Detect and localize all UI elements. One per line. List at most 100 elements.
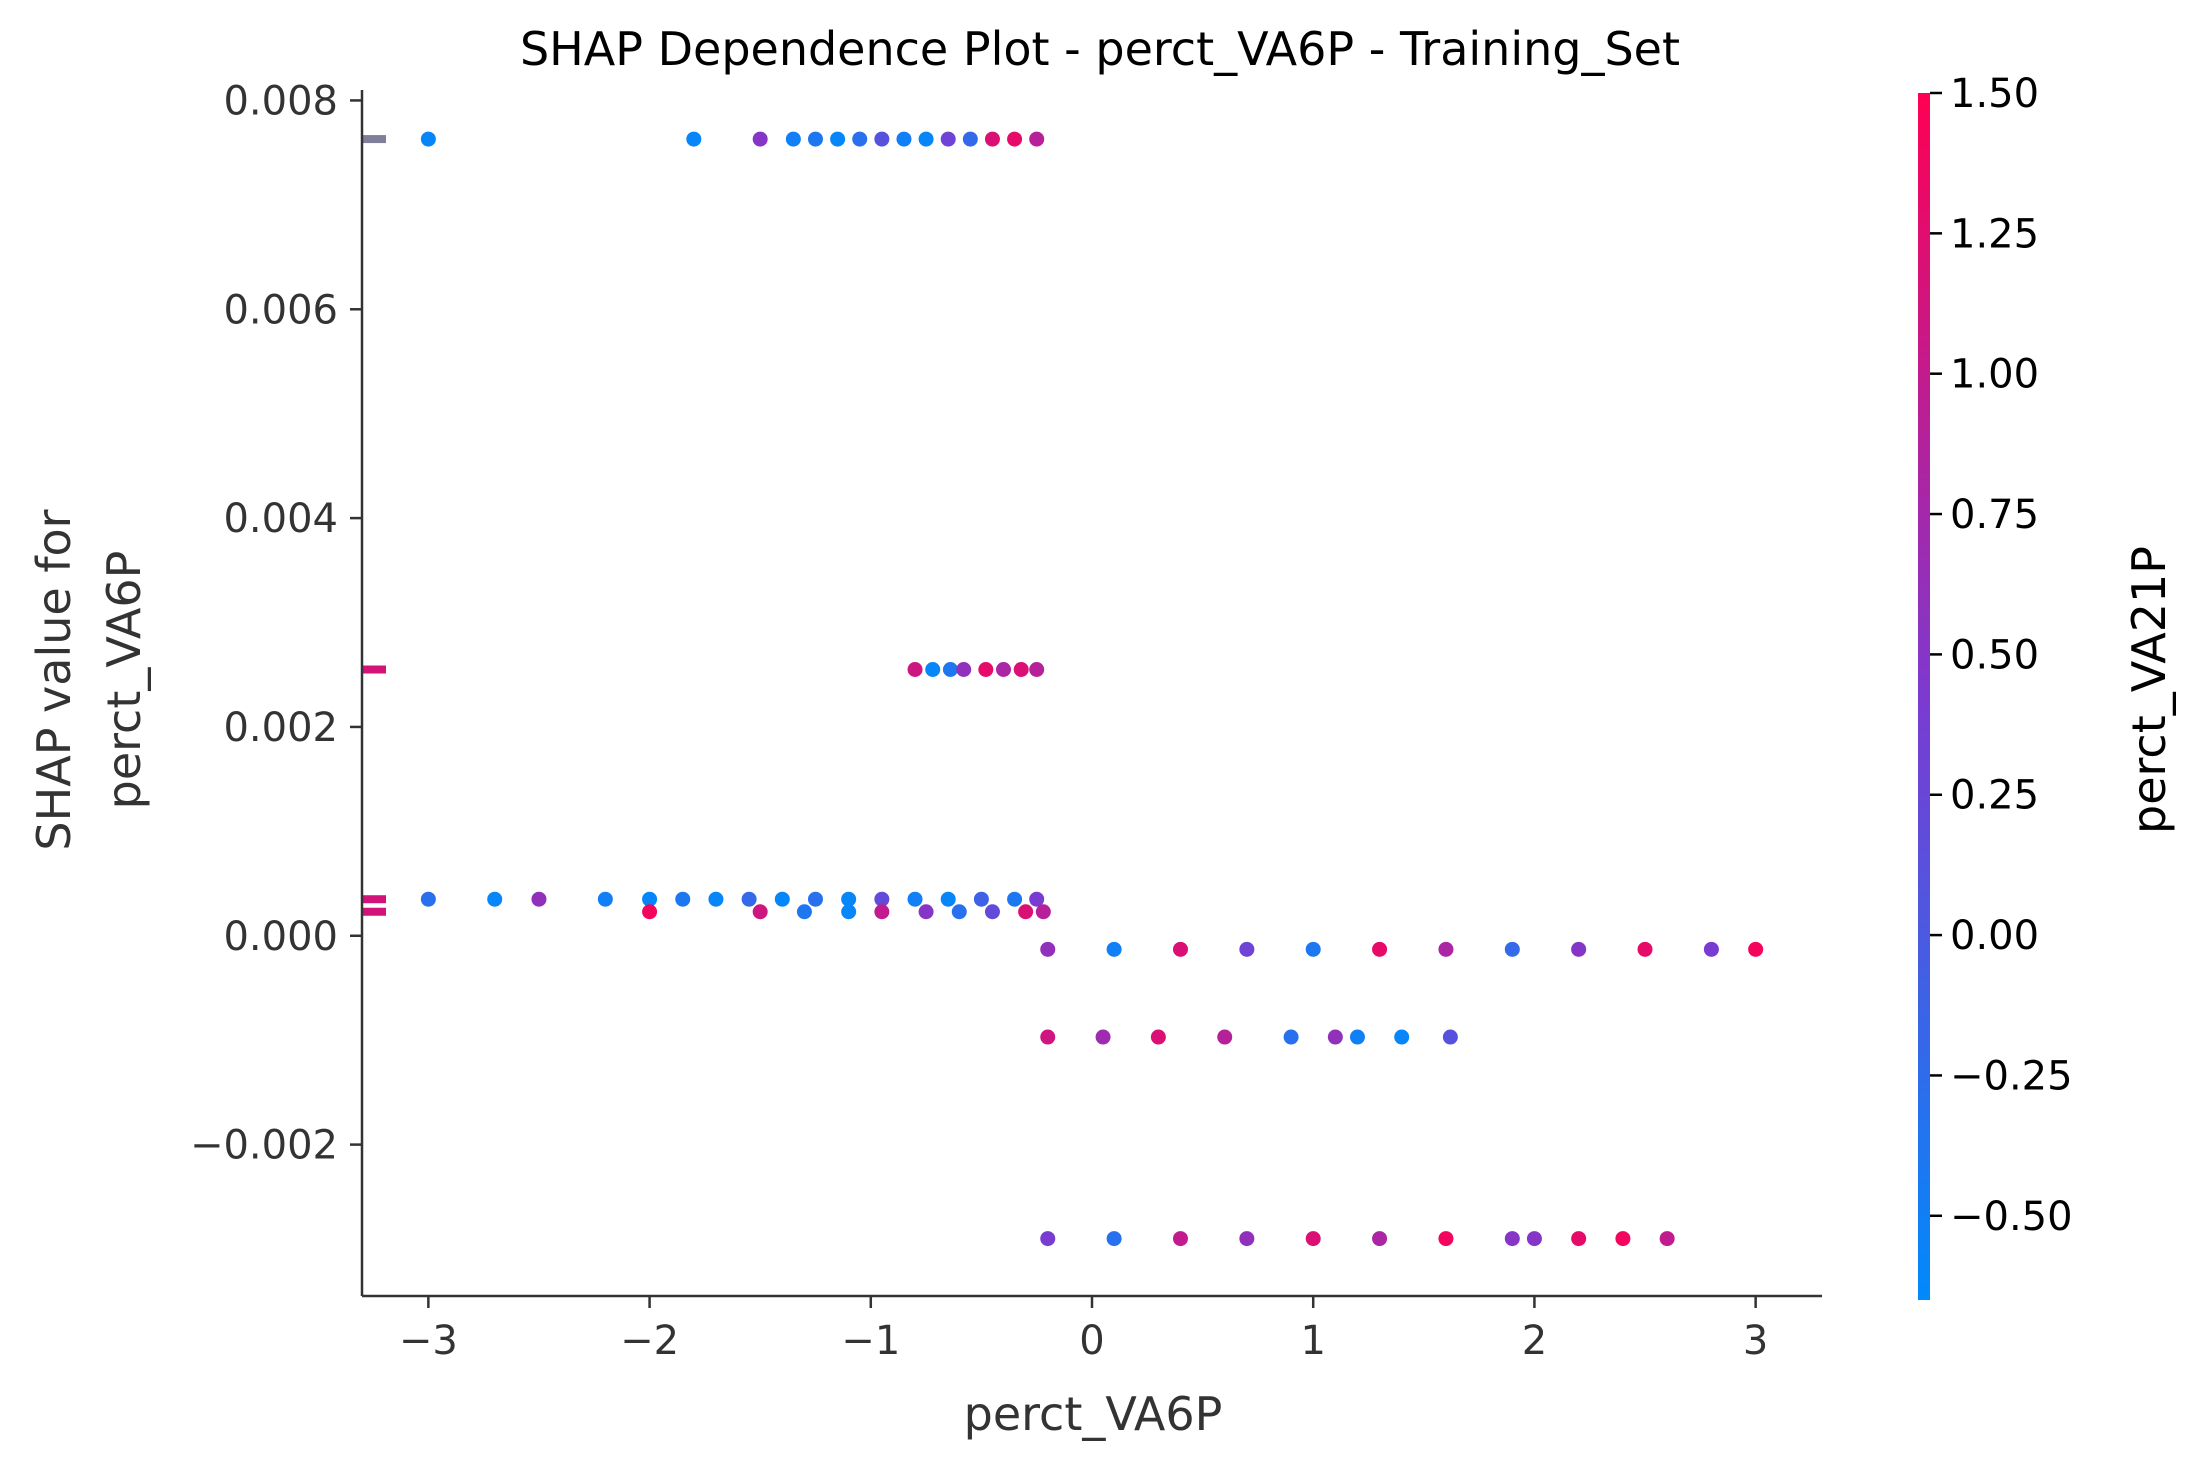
data-point	[973, 891, 989, 907]
data-point	[918, 904, 934, 920]
data-point	[675, 891, 691, 907]
data-point	[1217, 1029, 1233, 1045]
data-point	[1372, 1231, 1388, 1247]
data-point	[1394, 1029, 1410, 1045]
data-points	[420, 131, 1764, 1247]
data-point	[487, 891, 503, 907]
rug-mark	[362, 135, 386, 144]
colorbar-tick-label: 1.50	[1950, 71, 2039, 117]
data-point	[874, 904, 890, 920]
data-point	[708, 891, 724, 907]
data-point	[1571, 1231, 1587, 1247]
y-tick-label: 0.002	[223, 705, 338, 751]
data-point	[996, 662, 1012, 678]
data-point	[796, 904, 812, 920]
colorbar-tick-label: 1.00	[1950, 352, 2039, 398]
data-point	[1106, 941, 1122, 957]
data-point	[978, 662, 994, 678]
y-tick-label: 0.006	[223, 287, 338, 333]
colorbar-gradient	[1918, 93, 1930, 1300]
data-point	[1372, 941, 1388, 957]
data-point	[1040, 941, 1056, 957]
data-point	[1526, 1231, 1542, 1247]
data-point	[1029, 891, 1045, 907]
data-point	[852, 131, 868, 147]
y-axis-label-line1: SHAP value for	[27, 509, 81, 850]
data-point	[1305, 1231, 1321, 1247]
data-point	[896, 131, 912, 147]
data-point	[942, 662, 958, 678]
data-point	[420, 891, 436, 907]
rug-marks	[362, 135, 386, 916]
colorbar-tick-label: 0.50	[1950, 632, 2039, 678]
data-point	[1637, 941, 1653, 957]
data-point	[951, 904, 967, 920]
data-point	[841, 891, 857, 907]
data-point	[1007, 891, 1023, 907]
data-point	[1172, 1231, 1188, 1247]
y-tick-label: 0.008	[223, 78, 338, 124]
data-point	[1571, 941, 1587, 957]
data-point	[1349, 1029, 1365, 1045]
data-point	[642, 891, 658, 907]
data-point	[1438, 1231, 1454, 1247]
data-point	[956, 662, 972, 678]
data-point	[1029, 662, 1045, 678]
colorbar-label: perct_VA21P	[2122, 546, 2176, 834]
data-point	[918, 131, 934, 147]
data-point	[984, 131, 1000, 147]
x-tick-label: −1	[841, 1318, 900, 1364]
data-point	[1035, 904, 1051, 920]
data-point	[1703, 941, 1719, 957]
colorbar-tick-label: 0.75	[1950, 492, 2039, 538]
data-point	[1172, 941, 1188, 957]
data-point	[741, 891, 757, 907]
data-point	[1615, 1231, 1631, 1247]
axes: −3 −2 −1 0 1 2 3 0.008 0.006 0.004 0.002 0.000 −0.00…	[190, 78, 1822, 1364]
data-point	[1150, 1029, 1166, 1045]
data-point	[1442, 1029, 1458, 1045]
data-point	[962, 131, 978, 147]
x-tick-label: 2	[1522, 1318, 1547, 1364]
x-tick-label: 3	[1743, 1318, 1768, 1364]
rug-mark	[362, 895, 386, 904]
data-point	[874, 131, 890, 147]
rug-mark	[362, 907, 386, 916]
chart-title: SHAP Dependence Plot - perct_VA6P - Trai…	[520, 22, 1680, 76]
data-point	[1239, 941, 1255, 957]
x-axis-label: perct_VA6P	[964, 1387, 1223, 1441]
colorbar-tick-label: 0.25	[1950, 773, 2039, 819]
data-point	[1029, 131, 1045, 147]
data-point	[1504, 1231, 1520, 1247]
y-tick-label: 0.004	[223, 496, 338, 542]
data-point	[785, 131, 801, 147]
data-point	[1327, 1029, 1343, 1045]
y-axis-label-line2: perct_VA6P	[97, 551, 151, 810]
data-point	[420, 131, 436, 147]
data-point	[1106, 1231, 1122, 1247]
data-point	[807, 891, 823, 907]
y-tick-label: −0.002	[190, 1123, 338, 1169]
data-point	[1040, 1231, 1056, 1247]
x-tick-label: 0	[1079, 1318, 1104, 1364]
data-point	[642, 904, 658, 920]
data-point	[1305, 941, 1321, 957]
x-tick-label: 1	[1300, 1318, 1325, 1364]
data-point	[907, 891, 923, 907]
data-point	[752, 904, 768, 920]
x-tick-label: −3	[399, 1318, 458, 1364]
data-point	[940, 131, 956, 147]
data-point	[1504, 941, 1520, 957]
data-point	[597, 891, 613, 907]
data-point	[1040, 1029, 1056, 1045]
rug-mark	[362, 665, 386, 674]
colorbar-tick-label: −0.50	[1950, 1194, 2073, 1240]
y-tick-label: 0.000	[223, 914, 338, 960]
data-point	[1018, 904, 1034, 920]
data-point	[940, 891, 956, 907]
data-point	[1007, 131, 1023, 147]
data-point	[830, 131, 846, 147]
x-tick-label: −2	[620, 1318, 679, 1364]
data-point	[841, 904, 857, 920]
